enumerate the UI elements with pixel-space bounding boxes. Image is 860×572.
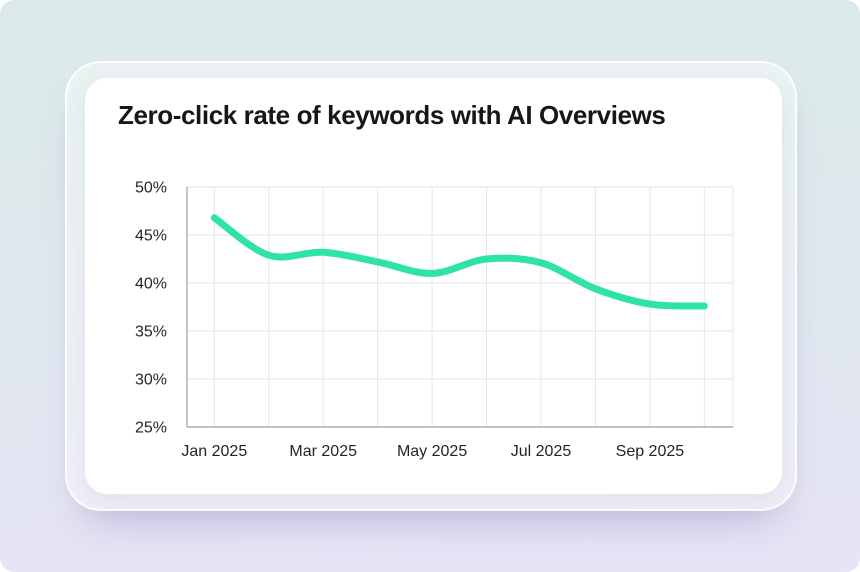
svg-text:Jul 2025: Jul 2025	[511, 443, 572, 460]
svg-text:40%: 40%	[135, 276, 167, 293]
chart-title: Zero-click rate of keywords with AI Over…	[118, 100, 666, 130]
chart-card: 50% 45% 40% 35% 30% 25% Jan 2025 Mar 2025 May 2…	[85, 78, 782, 494]
axis-lines	[186, 187, 733, 428]
x-axis-tick-labels: Jan 2025 Mar 2025 May 2025 Jul 2025 Sep 2025	[181, 443, 684, 460]
svg-text:May 2025: May 2025	[397, 443, 467, 460]
glass-frame: 50% 45% 40% 35% 30% 25% Jan 2025 Mar 2025 May 2…	[65, 61, 797, 511]
svg-text:Sep 2025: Sep 2025	[616, 443, 685, 460]
svg-text:30%: 30%	[135, 372, 167, 389]
svg-text:25%: 25%	[135, 420, 167, 437]
svg-text:35%: 35%	[135, 324, 167, 341]
svg-text:Jan 2025: Jan 2025	[181, 443, 247, 460]
svg-text:50%: 50%	[135, 180, 167, 197]
svg-text:45%: 45%	[135, 228, 167, 245]
line-chart: 50% 45% 40% 35% 30% 25% Jan 2025 Mar 2025 May 2…	[135, 180, 734, 460]
y-axis-tick-labels: 50% 45% 40% 35% 30% 25%	[135, 180, 167, 437]
data-line	[210, 214, 708, 310]
svg-text:Mar 2025: Mar 2025	[289, 443, 357, 460]
